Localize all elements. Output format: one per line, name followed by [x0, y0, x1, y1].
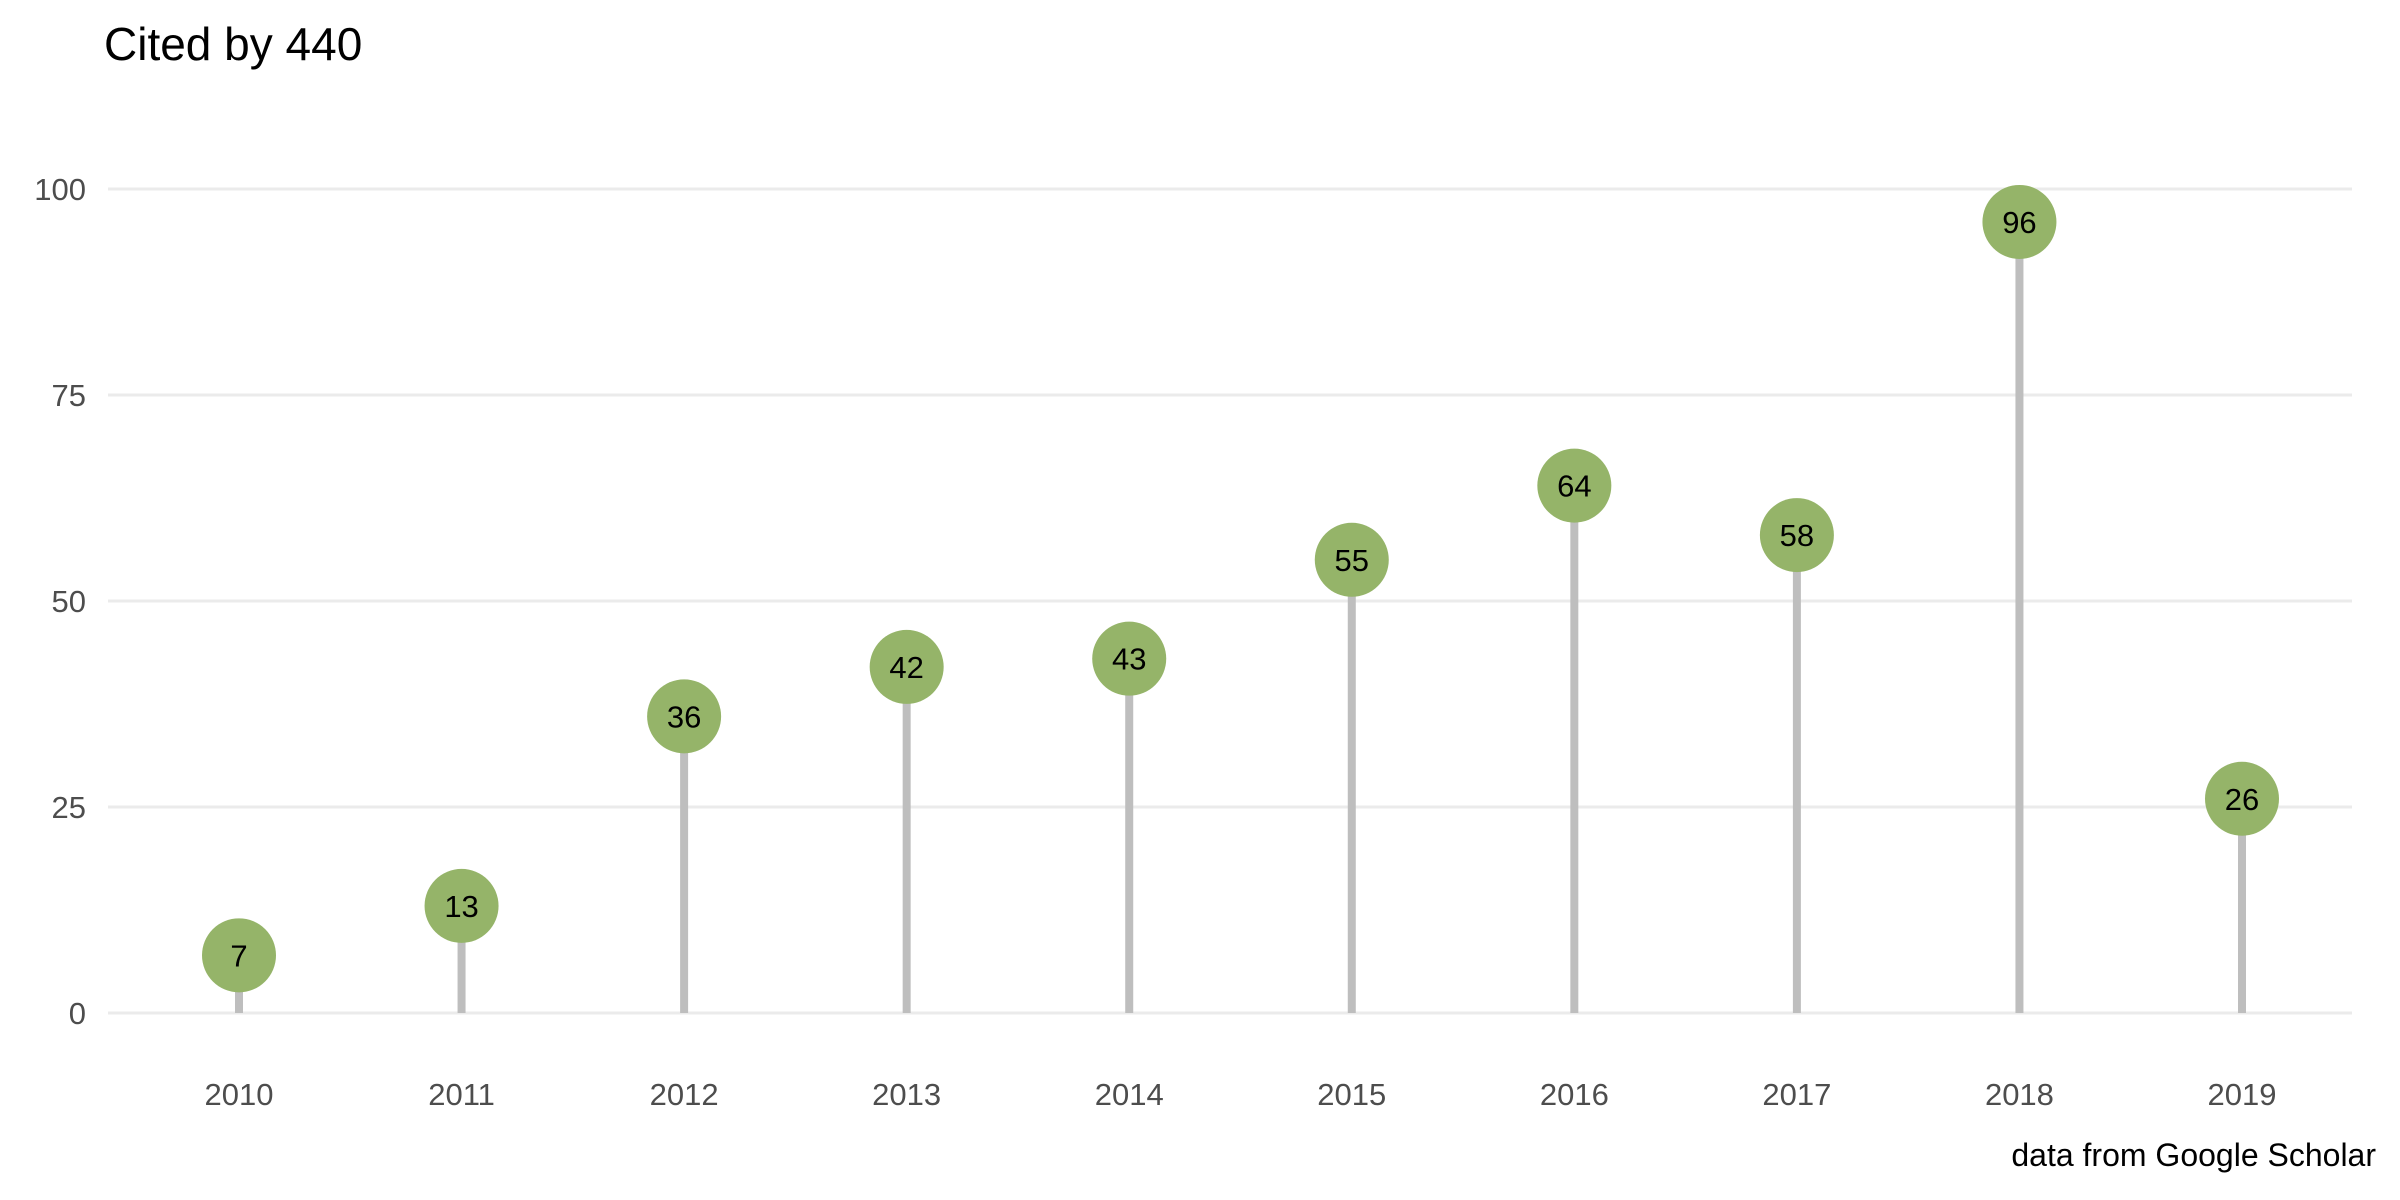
points: 7 13 36 42 43 55 64 58 96 26: [202, 184, 2279, 993]
point: [1759, 498, 1834, 573]
x-tick-label: 2016: [1540, 1077, 1609, 1112]
point: [2205, 761, 2279, 836]
data-label: 26: [2225, 782, 2259, 817]
y-tick-label: 25: [52, 790, 86, 825]
point: [424, 868, 499, 943]
point: [1537, 448, 1612, 523]
chart-title: Cited by 440: [104, 18, 362, 70]
data-label: 13: [444, 889, 478, 924]
data-label: 96: [2002, 205, 2036, 240]
data-label: 7: [230, 938, 247, 973]
data-label: 43: [1112, 642, 1146, 677]
x-tick-label: 2011: [428, 1077, 495, 1112]
data-label: 64: [1557, 469, 1591, 504]
x-tick-label: 2010: [205, 1077, 274, 1112]
x-tick-label: 2019: [2208, 1077, 2277, 1112]
x-tick-label: 2013: [872, 1077, 941, 1112]
x-tick-label: 2017: [1762, 1077, 1831, 1112]
data-label: 42: [889, 650, 923, 685]
point: [1982, 184, 2057, 259]
data-label: 55: [1335, 543, 1369, 578]
chart-caption: data from Google Scholar: [2011, 1137, 2376, 1173]
y-tick-label: 50: [52, 584, 86, 619]
point: [202, 918, 276, 993]
point: [869, 629, 944, 704]
data-label: 36: [667, 699, 701, 734]
point: [1314, 522, 1389, 597]
y-tick-label: 100: [34, 172, 86, 207]
point: [1092, 621, 1167, 696]
x-tick-label: 2015: [1317, 1077, 1386, 1112]
gridlines: [108, 187, 2352, 1015]
y-tick-label: 0: [69, 996, 86, 1031]
y-tick-label: 75: [52, 378, 86, 413]
x-tick-label: 2012: [650, 1077, 719, 1112]
stems: [235, 221, 2246, 1013]
data-label: 58: [1780, 518, 1814, 553]
point: [647, 679, 722, 754]
x-tick-label: 2014: [1095, 1077, 1164, 1112]
x-tick-label: 2018: [1985, 1077, 2054, 1112]
y-axis-ticks: 0 25 50 75 100: [34, 172, 86, 1031]
x-axis-ticks: 2010 2011 2012 2013 2014 2015 2016 2017 2018 2019: [205, 1077, 2277, 1112]
